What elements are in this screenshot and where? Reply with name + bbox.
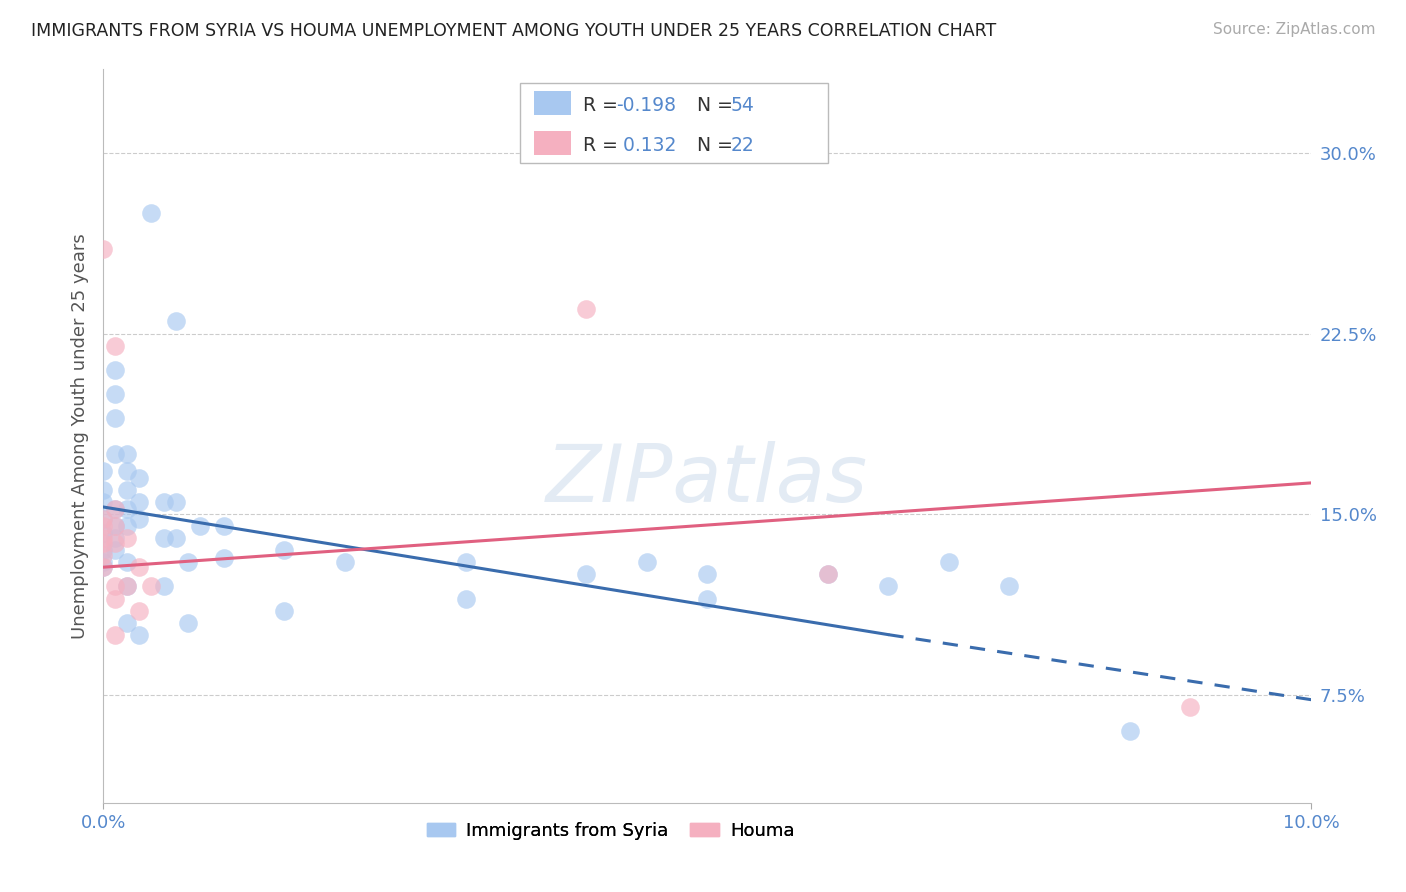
- Point: [104, 519, 127, 533]
- Text: N =: N =: [686, 136, 740, 154]
- Text: 0.132: 0.132: [617, 136, 676, 154]
- Point: [91, 512, 114, 526]
- Point: [128, 495, 150, 509]
- Point: [117, 615, 139, 630]
- Point: [91, 242, 114, 256]
- Point: [91, 560, 114, 574]
- Point: [696, 567, 718, 582]
- Legend: Immigrants from Syria, Houma: Immigrants from Syria, Houma: [419, 814, 801, 847]
- Point: [273, 543, 295, 558]
- Point: [91, 464, 114, 478]
- Point: [333, 555, 356, 569]
- Text: ZIPatlas: ZIPatlas: [546, 441, 869, 519]
- Point: [91, 536, 114, 550]
- Point: [104, 591, 127, 606]
- Point: [152, 495, 174, 509]
- Point: [454, 591, 477, 606]
- Point: [128, 512, 150, 526]
- Point: [91, 512, 114, 526]
- Point: [1180, 700, 1202, 714]
- Point: [117, 579, 139, 593]
- Point: [104, 362, 127, 376]
- Point: [91, 560, 114, 574]
- Point: [128, 560, 150, 574]
- Point: [575, 567, 598, 582]
- Point: [273, 603, 295, 617]
- Point: [104, 410, 127, 425]
- Point: [91, 531, 114, 545]
- Point: [104, 531, 127, 545]
- Point: [176, 555, 198, 569]
- Point: [117, 502, 139, 516]
- Text: Source: ZipAtlas.com: Source: ZipAtlas.com: [1212, 22, 1375, 37]
- Point: [117, 483, 139, 497]
- Point: [117, 519, 139, 533]
- Point: [128, 471, 150, 485]
- Point: [575, 302, 598, 317]
- Point: [636, 555, 658, 569]
- Point: [817, 567, 839, 582]
- Point: [165, 314, 187, 328]
- FancyBboxPatch shape: [534, 131, 571, 154]
- Point: [91, 483, 114, 497]
- Text: 54: 54: [730, 96, 754, 115]
- FancyBboxPatch shape: [520, 83, 828, 162]
- Text: -0.198: -0.198: [617, 96, 676, 115]
- Point: [176, 615, 198, 630]
- Y-axis label: Unemployment Among Youth under 25 years: Unemployment Among Youth under 25 years: [72, 233, 89, 639]
- Point: [104, 536, 127, 550]
- Point: [104, 502, 127, 516]
- Point: [91, 519, 114, 533]
- Point: [817, 567, 839, 582]
- Point: [104, 627, 127, 641]
- Point: [141, 206, 163, 220]
- Point: [141, 579, 163, 593]
- Point: [165, 495, 187, 509]
- Point: [104, 579, 127, 593]
- Point: [117, 531, 139, 545]
- Text: R =: R =: [582, 136, 624, 154]
- Point: [128, 627, 150, 641]
- Point: [104, 447, 127, 461]
- Point: [938, 555, 960, 569]
- Point: [152, 531, 174, 545]
- Point: [212, 519, 235, 533]
- Text: 22: 22: [730, 136, 754, 154]
- Point: [91, 526, 114, 541]
- Point: [454, 555, 477, 569]
- Point: [696, 591, 718, 606]
- Text: N =: N =: [686, 96, 740, 115]
- Point: [104, 519, 127, 533]
- Point: [104, 543, 127, 558]
- Point: [212, 550, 235, 565]
- Point: [152, 579, 174, 593]
- Text: IMMIGRANTS FROM SYRIA VS HOUMA UNEMPLOYMENT AMONG YOUTH UNDER 25 YEARS CORRELATI: IMMIGRANTS FROM SYRIA VS HOUMA UNEMPLOYM…: [31, 22, 997, 40]
- Point: [877, 579, 900, 593]
- Point: [128, 603, 150, 617]
- Point: [91, 548, 114, 562]
- Point: [91, 555, 114, 569]
- Point: [998, 579, 1021, 593]
- Point: [1119, 724, 1142, 739]
- Point: [165, 531, 187, 545]
- Text: R =: R =: [582, 96, 624, 115]
- Point: [104, 502, 127, 516]
- Point: [104, 338, 127, 352]
- Point: [117, 555, 139, 569]
- Point: [117, 464, 139, 478]
- Point: [188, 519, 211, 533]
- Point: [117, 447, 139, 461]
- Point: [91, 495, 114, 509]
- Point: [117, 579, 139, 593]
- FancyBboxPatch shape: [534, 91, 571, 115]
- Point: [104, 386, 127, 401]
- Point: [91, 543, 114, 558]
